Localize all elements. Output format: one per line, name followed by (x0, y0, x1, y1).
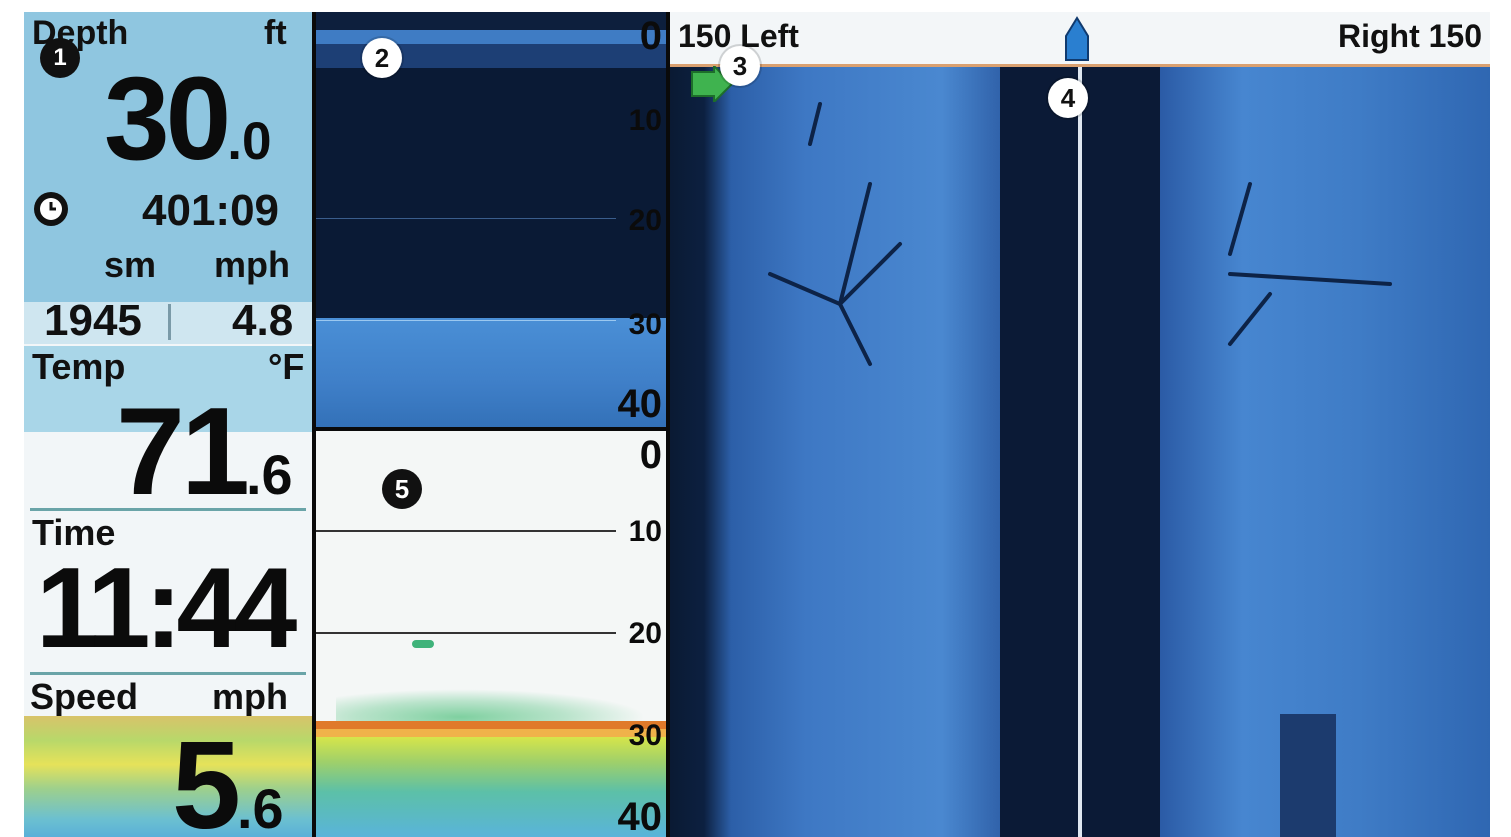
dock-shadow (1280, 714, 1336, 837)
panel-divider (312, 12, 316, 837)
callout-3: 3 (720, 46, 760, 86)
side-imaging-header: 150 Left Right 150 (670, 12, 1490, 67)
speed-unit-top: mph (214, 244, 290, 285)
depth-line (316, 530, 616, 532)
separator (30, 508, 306, 511)
2d-sonar-view: 0 10 20 30 40 5 (316, 431, 666, 837)
depth-line (316, 218, 616, 219)
callout-4: 4 (1048, 78, 1088, 118)
temp-int: 71 (116, 383, 250, 521)
side-imaging-view: 150 Left Right 150 3 4 (670, 12, 1490, 837)
speed-value-top: 4.8 (232, 296, 294, 345)
temp-unit: °F (268, 346, 305, 387)
water-column (316, 68, 666, 318)
boat-icon (1065, 16, 1089, 61)
down-imaging-view: 0 10 20 30 40 2 (316, 12, 666, 427)
fishfinder-screen: Depth ft 30.0 401:09 sm mph 1945 4.8 Tem… (24, 12, 1490, 837)
bottom-layer (316, 737, 666, 837)
distance-value: 1945 (44, 296, 142, 345)
scale-label: 0 (639, 433, 662, 477)
right-side-scan (1160, 64, 1490, 837)
bottom-return (316, 318, 666, 427)
temp-label: Temp (32, 346, 126, 387)
depth-frac: .0 (227, 112, 272, 171)
sonar-returns-bg (24, 716, 312, 837)
split-sonar-panel: 0 10 20 30 40 2 0 10 20 30 40 5 (316, 12, 666, 837)
fish-arch (412, 640, 434, 648)
time-label: Time (32, 512, 116, 553)
divider (168, 304, 171, 340)
temp-block (24, 346, 312, 432)
scale-label: 20 (628, 617, 662, 650)
depth-value: 30.0 (104, 60, 272, 178)
digital-readout-panel: Depth ft 30.0 401:09 sm mph 1945 4.8 Tem… (24, 12, 312, 837)
distance-unit: sm (104, 244, 157, 285)
time-value: 11:44 (36, 545, 297, 672)
depth-int: 30 (104, 53, 231, 185)
scale-label: 40 (617, 795, 663, 837)
temp-value: 71.6 (116, 390, 292, 514)
scale-label: 40 (617, 382, 663, 426)
timer-icon (34, 192, 68, 226)
bottom-line-red (316, 721, 666, 729)
scale-label: 30 (628, 719, 662, 752)
depth-line (316, 632, 616, 634)
left-water-column (1000, 64, 1078, 837)
surface-band (316, 30, 666, 44)
scale-label: 10 (628, 515, 662, 548)
left-side-scan (670, 64, 1010, 837)
scale-label: 0 (639, 14, 662, 58)
bottom-line-orange (316, 729, 666, 737)
speed-int: 5 (172, 717, 241, 837)
separator (30, 672, 306, 675)
depth-unit: ft (264, 14, 287, 52)
temp-frac: .6 (245, 443, 293, 506)
speed-label: Speed (30, 676, 139, 717)
speed-header (24, 676, 312, 716)
scale-label: 20 (628, 204, 662, 237)
timer-value: 401:09 (142, 186, 280, 235)
depth-line (316, 320, 616, 321)
range-right-label: Right 150 (1337, 18, 1482, 54)
right-water-column (1082, 64, 1160, 837)
center-line (1078, 64, 1082, 837)
scale-label: 10 (628, 104, 662, 137)
speed-frac: .6 (236, 777, 284, 837)
structure-returns (768, 102, 1392, 837)
scale-label: 30 (628, 308, 662, 341)
callout-5: 5 (382, 469, 422, 509)
speed-unit: mph (212, 676, 288, 717)
callout-2: 2 (362, 38, 402, 78)
panel-divider (316, 427, 666, 431)
panel-divider (666, 12, 670, 837)
speed-value: 5.6 (172, 724, 284, 837)
callout-1: 1 (40, 38, 80, 78)
